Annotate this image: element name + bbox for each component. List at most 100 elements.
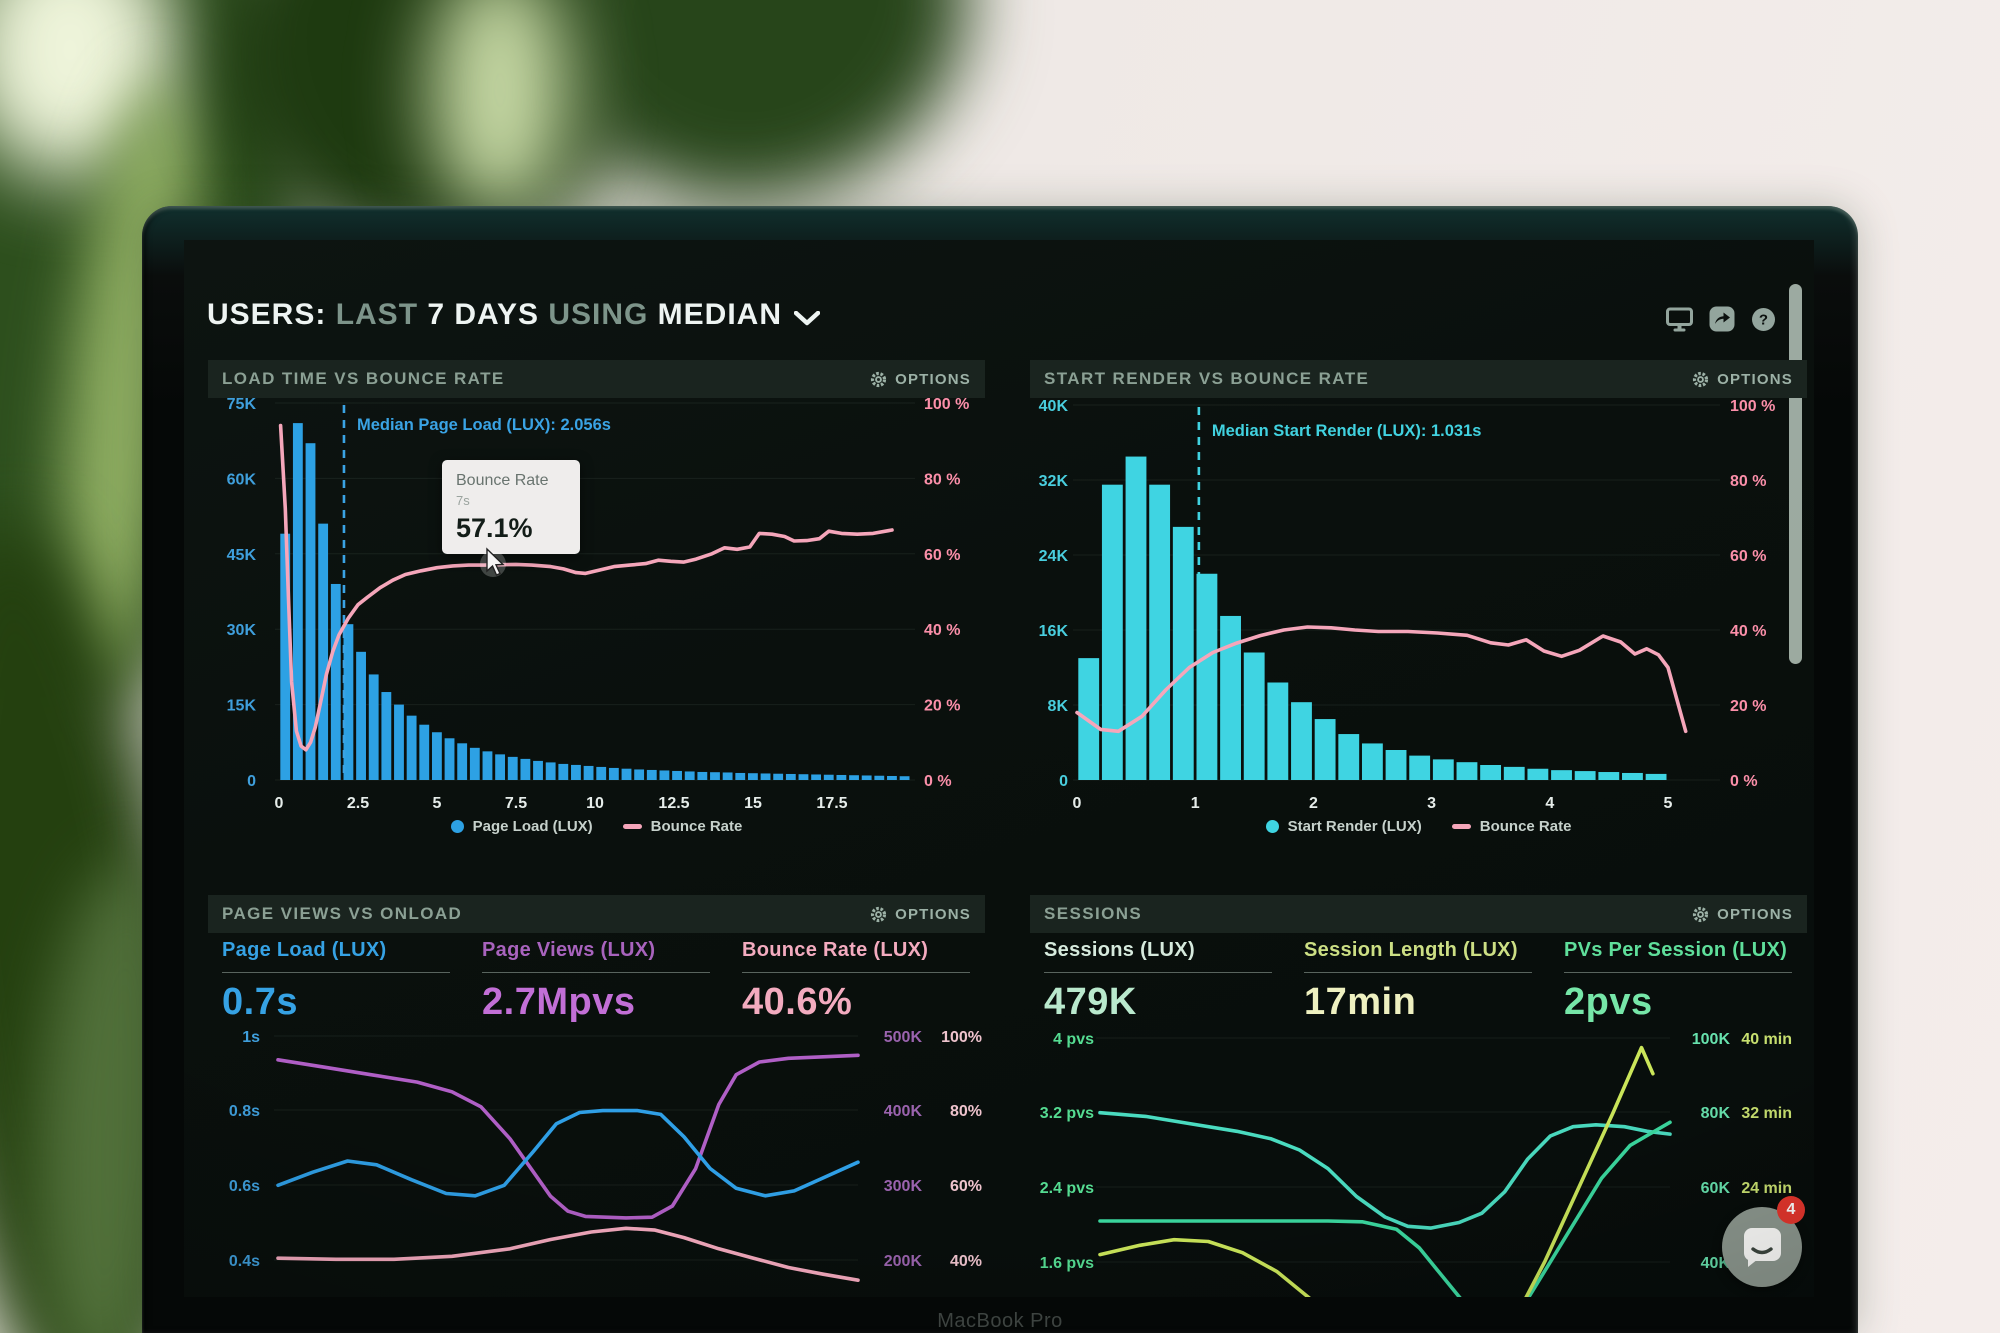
histogram-bar[interactable] — [545, 762, 556, 780]
histogram-bar[interactable] — [482, 751, 493, 780]
histogram-bar[interactable] — [1243, 652, 1265, 781]
histogram-bar[interactable] — [823, 774, 834, 780]
histogram-bar[interactable] — [1574, 771, 1596, 780]
histogram-bar[interactable] — [1220, 615, 1241, 780]
histogram-bar[interactable] — [394, 704, 404, 780]
histogram-bar[interactable] — [684, 771, 695, 780]
histogram-bar[interactable] — [710, 772, 720, 780]
histogram-bar[interactable] — [887, 775, 897, 780]
options-button[interactable]: OPTIONS — [870, 371, 971, 388]
histogram-bar[interactable] — [1338, 734, 1360, 780]
help-icon[interactable]: ? — [1751, 307, 1776, 337]
histogram-bar[interactable] — [1480, 765, 1502, 780]
histogram-bar[interactable] — [1385, 750, 1407, 780]
histogram-bar[interactable] — [507, 756, 518, 780]
histogram-bar[interactable] — [646, 769, 657, 780]
histogram-bar[interactable] — [444, 738, 455, 780]
display-icon[interactable] — [1666, 306, 1693, 337]
histogram-bar[interactable] — [849, 775, 859, 780]
histogram-bar[interactable] — [406, 715, 417, 780]
histogram-bar[interactable] — [1551, 770, 1572, 780]
histogram-bar[interactable] — [1101, 484, 1123, 780]
histogram-bar[interactable] — [305, 443, 316, 780]
histogram-bar[interactable] — [571, 764, 581, 780]
histogram-bar[interactable] — [798, 774, 809, 780]
options-button[interactable]: OPTIONS — [870, 906, 971, 923]
histogram-bar[interactable] — [583, 765, 594, 780]
histogram-bar[interactable] — [520, 758, 531, 780]
histogram-bar[interactable] — [280, 533, 291, 780]
histogram-bar[interactable] — [1149, 484, 1171, 780]
histogram-bar[interactable] — [330, 583, 341, 780]
histogram-bar[interactable] — [533, 760, 543, 780]
histogram-bar[interactable] — [1456, 762, 1478, 780]
legend-item[interactable]: Bounce Rate — [1451, 818, 1571, 835]
leaf-shape — [430, 0, 570, 220]
histogram-bar[interactable] — [1291, 702, 1312, 780]
histogram-bar[interactable] — [747, 773, 758, 780]
histogram-bar[interactable] — [874, 775, 885, 780]
histogram-bar[interactable] — [1622, 772, 1643, 780]
histogram-bar[interactable] — [457, 743, 468, 780]
histogram-bar[interactable] — [672, 770, 682, 780]
share-icon[interactable] — [1709, 306, 1735, 337]
histogram-bar[interactable] — [343, 624, 354, 780]
chevron-down-icon[interactable] — [793, 300, 821, 334]
histogram-bar[interactable] — [292, 423, 303, 780]
right-axis-secondary-label: 24 min — [1741, 1180, 1792, 1197]
histogram-bar[interactable] — [1078, 658, 1100, 780]
histogram-bar[interactable] — [596, 766, 607, 780]
x-axis-tick-label: 1 — [1191, 795, 1200, 812]
histogram-bar[interactable] — [735, 772, 746, 780]
legend-line-marker — [622, 824, 642, 829]
histogram-bar[interactable] — [368, 674, 379, 780]
histogram-bar[interactable] — [836, 774, 847, 780]
options-button[interactable]: OPTIONS — [1692, 906, 1793, 923]
histogram-bar[interactable] — [356, 651, 366, 780]
histogram-bar[interactable] — [495, 754, 506, 780]
histogram-bar[interactable] — [1196, 573, 1218, 780]
title-segment: 7 DAYS — [427, 298, 549, 331]
chat-launcher[interactable]: 4 — [1722, 1196, 1805, 1287]
histogram-bar[interactable] — [1361, 743, 1383, 780]
histogram-bar[interactable] — [419, 724, 430, 780]
histogram-bar[interactable] — [1125, 456, 1147, 780]
left-axis-tick-label: 0.4s — [229, 1253, 260, 1270]
histogram-bar[interactable] — [431, 732, 442, 780]
histogram-bar[interactable] — [318, 523, 329, 780]
metric-label: PVs Per Session (LUX) — [1564, 939, 1788, 961]
histogram-bar[interactable] — [1172, 526, 1194, 780]
series-line — [1098, 1120, 1672, 1297]
histogram-bar[interactable] — [697, 771, 708, 780]
histogram-bar[interactable] — [1503, 766, 1525, 780]
histogram-bar[interactable] — [861, 775, 872, 780]
histogram-bar[interactable] — [760, 773, 771, 780]
histogram-bar[interactable] — [811, 774, 822, 780]
histogram-bar[interactable] — [558, 763, 569, 780]
histogram-bar[interactable] — [381, 692, 392, 780]
left-axis-tick-label: 1s — [242, 1029, 260, 1046]
histogram-bar[interactable] — [469, 747, 480, 780]
metric-underline — [222, 972, 450, 973]
histogram-bar[interactable] — [621, 768, 632, 780]
metric-label: Sessions (LUX) — [1044, 939, 1195, 961]
histogram-bar[interactable] — [1432, 759, 1454, 780]
histogram-bar[interactable] — [1409, 755, 1431, 780]
histogram-bar[interactable] — [1267, 682, 1289, 781]
legend-item[interactable]: Page Load (LUX) — [450, 818, 593, 835]
histogram-bar[interactable] — [1527, 768, 1549, 780]
histogram-bar[interactable] — [659, 770, 670, 780]
options-button[interactable]: OPTIONS — [1692, 371, 1793, 388]
legend-item[interactable]: Bounce Rate — [622, 818, 742, 835]
histogram-bar[interactable] — [1598, 772, 1620, 780]
histogram-bar[interactable] — [722, 772, 733, 780]
histogram-bar[interactable] — [773, 773, 784, 780]
histogram-bar[interactable] — [785, 773, 796, 780]
histogram-bar[interactable] — [634, 769, 645, 780]
legend-item[interactable]: Start Render (LUX) — [1265, 818, 1422, 835]
histogram-bar[interactable] — [899, 776, 910, 780]
histogram-bar[interactable] — [1314, 719, 1336, 780]
histogram-bar[interactable] — [1645, 773, 1667, 780]
tooltip-value: 57.1% — [456, 513, 533, 543]
histogram-bar[interactable] — [608, 767, 619, 780]
